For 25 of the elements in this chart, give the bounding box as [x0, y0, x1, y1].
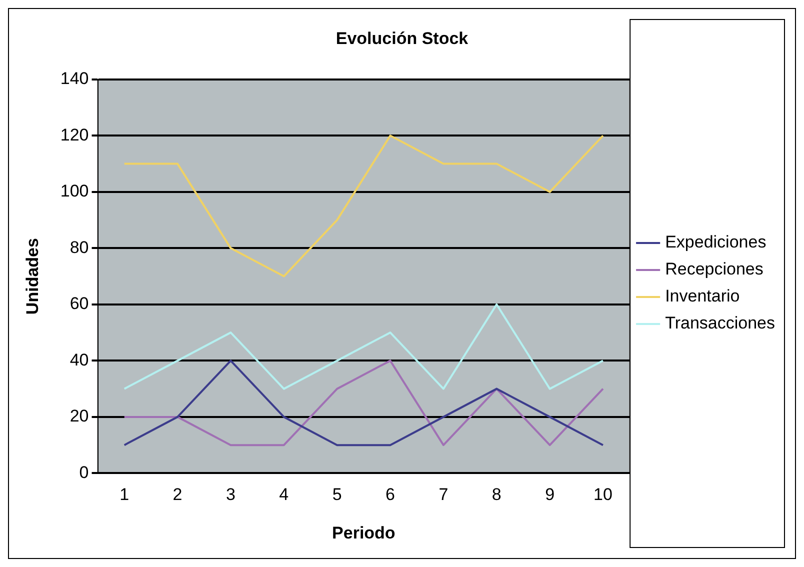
chart-title: Evolución Stock	[336, 28, 469, 48]
y-axis-title: Unidades	[22, 238, 42, 315]
y-tick-label: 40	[70, 350, 89, 370]
x-tick-label: 7	[438, 485, 448, 504]
x-tick-label: 6	[386, 485, 395, 504]
legend-label: Recepciones	[665, 260, 764, 279]
y-tick-label: 140	[60, 69, 89, 88]
x-tick-label: 10	[594, 485, 612, 504]
x-tick-label: 8	[492, 485, 502, 504]
y-tick-label: 0	[79, 462, 89, 482]
y-tick-label: 60	[70, 294, 89, 314]
y-tick-label: 80	[70, 238, 89, 257]
y-tick-label: 120	[60, 125, 89, 144]
legend-label: Transacciones	[665, 314, 776, 333]
x-tick-label: 9	[545, 485, 555, 504]
x-tick-label: 1	[120, 485, 130, 504]
x-tick-label: 2	[172, 485, 182, 504]
legend-label: Inventario	[665, 286, 740, 306]
legend-label: Expediciones	[665, 232, 766, 252]
y-tick-label: 20	[70, 406, 89, 426]
x-tick-label: 4	[279, 485, 289, 504]
x-tick-label: 5	[332, 485, 342, 504]
x-tick-label: 3	[226, 485, 236, 504]
x-axis-title: Periodo	[332, 523, 396, 542]
y-tick-label: 100	[60, 182, 89, 201]
